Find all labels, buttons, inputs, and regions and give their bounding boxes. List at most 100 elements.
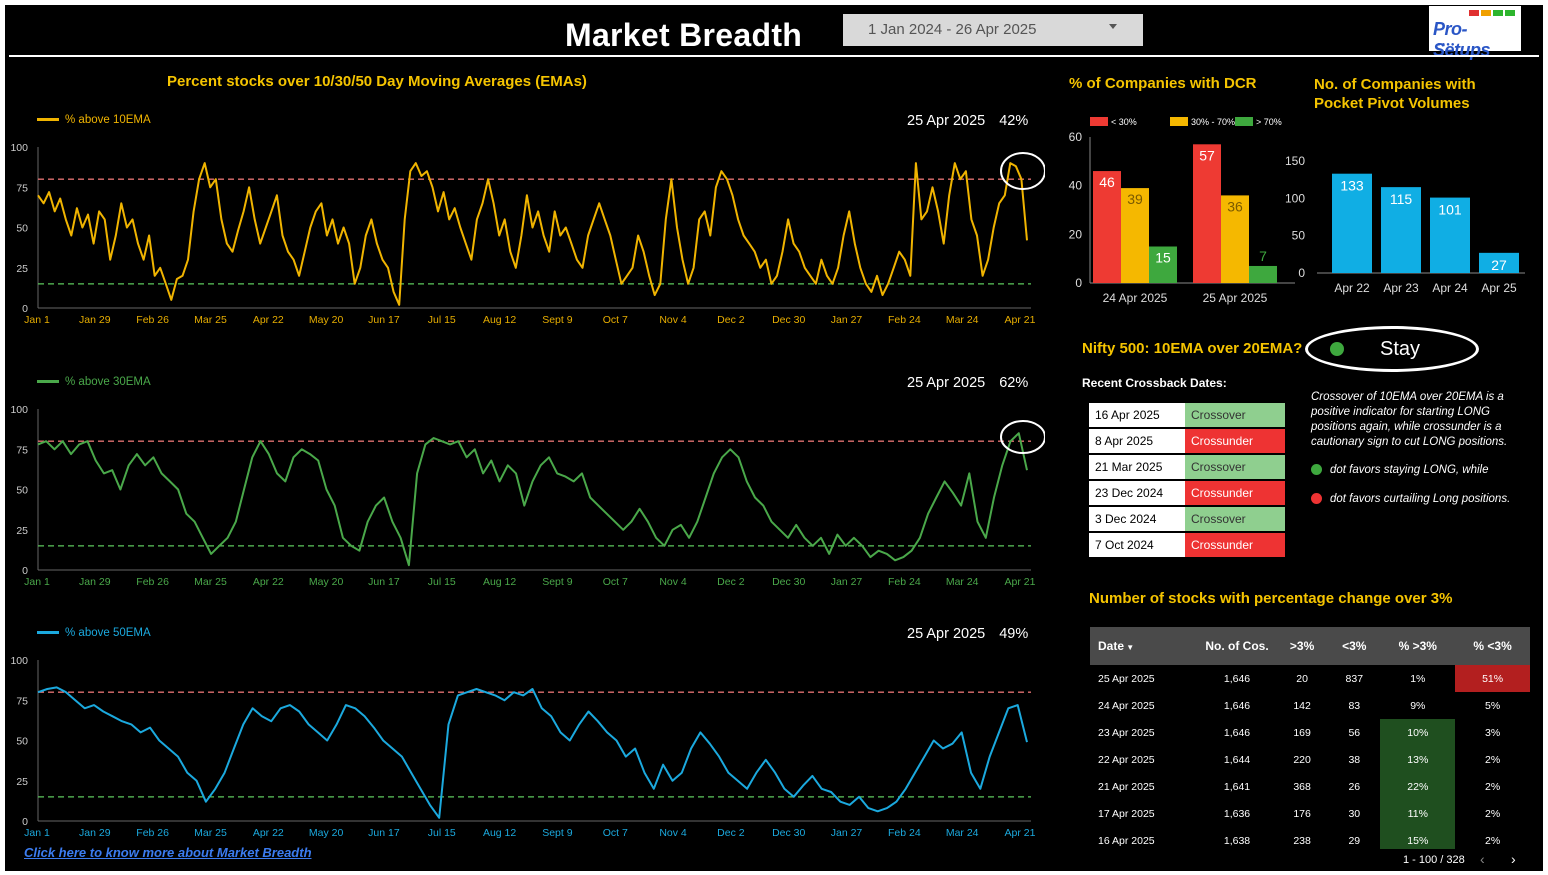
x-tick-label: Jan 29 (79, 314, 111, 326)
x-tick-label: Jan 27 (831, 576, 863, 588)
ppv-bar-label: 115 (1390, 191, 1413, 207)
x-tick-label: Jan 1 (24, 827, 50, 839)
crossback-row: 23 Dec 2024 Crossunder (1089, 480, 1285, 507)
prev-page-icon[interactable]: ‹ (1480, 851, 1485, 867)
table-cell: 83 (1348, 699, 1361, 712)
y-tick-label: 0 (1298, 266, 1305, 280)
legend-label: % above 30EMA (65, 376, 151, 388)
y-tick-label: 50 (16, 223, 28, 235)
table-cell: 26 (1348, 780, 1361, 793)
latest-date: 25 Apr 2025 (907, 626, 986, 642)
x-tick-label: Jul 15 (428, 314, 456, 326)
x-tick-label: Sept 9 (542, 314, 573, 326)
table-cell: 1,646 (1223, 726, 1251, 739)
table-cell: 21 Apr 2025 (1098, 780, 1155, 793)
x-tick-label: Dec 30 (772, 827, 805, 839)
sort-arrow-icon[interactable]: ▼ (1124, 643, 1135, 652)
dcr-legend-swatch (1235, 117, 1253, 126)
more-info-link[interactable]: Click here to know more about Market Bre… (24, 845, 312, 860)
date-range-selector[interactable]: 1 Jan 2024 - 26 Apr 2025 (843, 14, 1143, 46)
x-tick-label: Jan 1 (24, 314, 50, 326)
table-cell: 16 Apr 2025 (1098, 834, 1155, 847)
crossback-date: 23 Dec 2024 (1089, 480, 1185, 507)
x-tick-label: Jul 15 (428, 576, 456, 588)
x-tick-label: Jun 17 (368, 827, 400, 839)
dcr-legend-label: > 70% (1256, 117, 1282, 127)
ppv-bar (1332, 173, 1372, 273)
ppv-bar (1381, 187, 1421, 273)
date-range-value: 1 Jan 2024 - 26 Apr 2025 (868, 21, 1037, 38)
x-tick-label: Jan 29 (79, 576, 111, 588)
legend-label: % above 10EMA (65, 114, 151, 126)
table-row: 24 Apr 2025 1,646 142 83 9% 5% (1090, 692, 1530, 719)
logo-dots: ●●●● (1437, 42, 1456, 48)
latest-value: 42% (999, 113, 1029, 129)
table-cell: 1,636 (1223, 807, 1251, 820)
ppv-bar-label: 133 (1340, 178, 1364, 194)
dcr-title: % of Companies with DCR (1069, 75, 1257, 92)
crossover-note: Crossover of 10EMA over 20EMA is a posit… (1311, 391, 1508, 448)
ema-series-line (37, 432, 1028, 567)
y-tick-label: 50 (16, 485, 28, 497)
pct-change-table: Date ▼ No. of Cos. >3% <3%% >3%% <3% 25 Apr… (1090, 627, 1530, 849)
table-cell: 56 (1348, 726, 1361, 739)
table-cell: 24 Apr 2025 (1098, 699, 1155, 712)
crossback-row: 8 Apr 2025 Crossunder (1089, 428, 1285, 455)
chevron-down-icon[interactable] (1109, 24, 1117, 29)
dcr-legend-swatch (1090, 117, 1108, 126)
x-tick-label: Feb 26 (136, 827, 169, 839)
x-tick-label: May 20 (309, 827, 344, 839)
x-tick-label: Aug 12 (483, 314, 516, 326)
crossback-row: 16 Apr 2025 Crossover (1089, 403, 1285, 429)
x-tick-label: Mar 25 (194, 576, 227, 588)
column-header[interactable]: <3% (1328, 627, 1381, 665)
x-tick-label: 24 Apr 2025 (1103, 291, 1168, 305)
x-tick-label: Jul 15 (428, 827, 456, 839)
column-header[interactable]: % >3% (1380, 627, 1456, 665)
y-tick-label: 25 (16, 776, 28, 788)
table-cell: 30 (1348, 807, 1361, 820)
x-tick-label: Apr 22 (1334, 281, 1370, 295)
page-title: Market Breadth (565, 17, 803, 53)
y-tick-label: 40 (1069, 179, 1083, 193)
crossback-signal: Crossunder (1185, 480, 1285, 507)
column-header[interactable]: No. of Cos. (1198, 627, 1276, 665)
crossback-date: 3 Dec 2024 (1089, 506, 1185, 533)
column-header-date[interactable]: Date ▼ (1090, 627, 1198, 665)
table-row: 22 Apr 2025 1,644 220 38 13% 2% (1090, 746, 1530, 773)
x-tick-label: Dec 2 (717, 827, 745, 839)
legend-label: % above 50EMA (65, 627, 151, 639)
x-tick-label: Mar 25 (194, 314, 227, 326)
latest-value: 49% (999, 626, 1029, 642)
dcr-bar-label: 36 (1227, 198, 1243, 214)
table-cell: 51% (1455, 665, 1530, 692)
crossback-signal: Crossover (1185, 506, 1285, 533)
status-pill: Stay (1305, 326, 1479, 372)
x-tick-label: Apr 24 (1432, 281, 1468, 295)
table-cell: 1,646 (1223, 699, 1251, 712)
column-header[interactable]: >3% (1276, 627, 1329, 665)
pct-table-viewport[interactable]: Date ▼ No. of Cos. >3% <3%% >3%% <3% 25 Apr… (1090, 627, 1530, 849)
column-header[interactable]: % <3% (1455, 627, 1530, 665)
highlight-circle (1000, 152, 1045, 190)
red-dot-icon (1311, 493, 1322, 505)
next-page-icon[interactable]: › (1511, 851, 1516, 867)
green-dot-note: dot favors staying LONG, while (1311, 463, 1489, 478)
table-cell: 2% (1485, 834, 1501, 847)
table-cell: 13% (1380, 746, 1456, 773)
latest-date: 25 Apr 2025 (907, 375, 986, 391)
ppv-title: No. of Companies with Pocket Pivot Volum… (1314, 75, 1476, 113)
x-tick-label: Jun 17 (368, 576, 400, 588)
dcr-bar (1221, 195, 1249, 283)
ppv-title-line-2: Pocket Pivot Volumes (1314, 95, 1470, 112)
x-tick-label: 25 Apr 2025 (1203, 291, 1268, 305)
table-cell: 1,644 (1223, 753, 1251, 766)
table-cell: 837 (1345, 672, 1364, 685)
y-tick-label: 100 (10, 404, 28, 416)
x-tick-label: May 20 (309, 576, 344, 588)
ema-latest-2: 25 Apr 2025 62% (907, 375, 1028, 391)
table-cell: 15% (1380, 827, 1456, 849)
table-cell: 1,641 (1223, 780, 1251, 793)
table-cell: 23 Apr 2025 (1098, 726, 1155, 739)
table-cell: 25 Apr 2025 (1098, 672, 1155, 685)
